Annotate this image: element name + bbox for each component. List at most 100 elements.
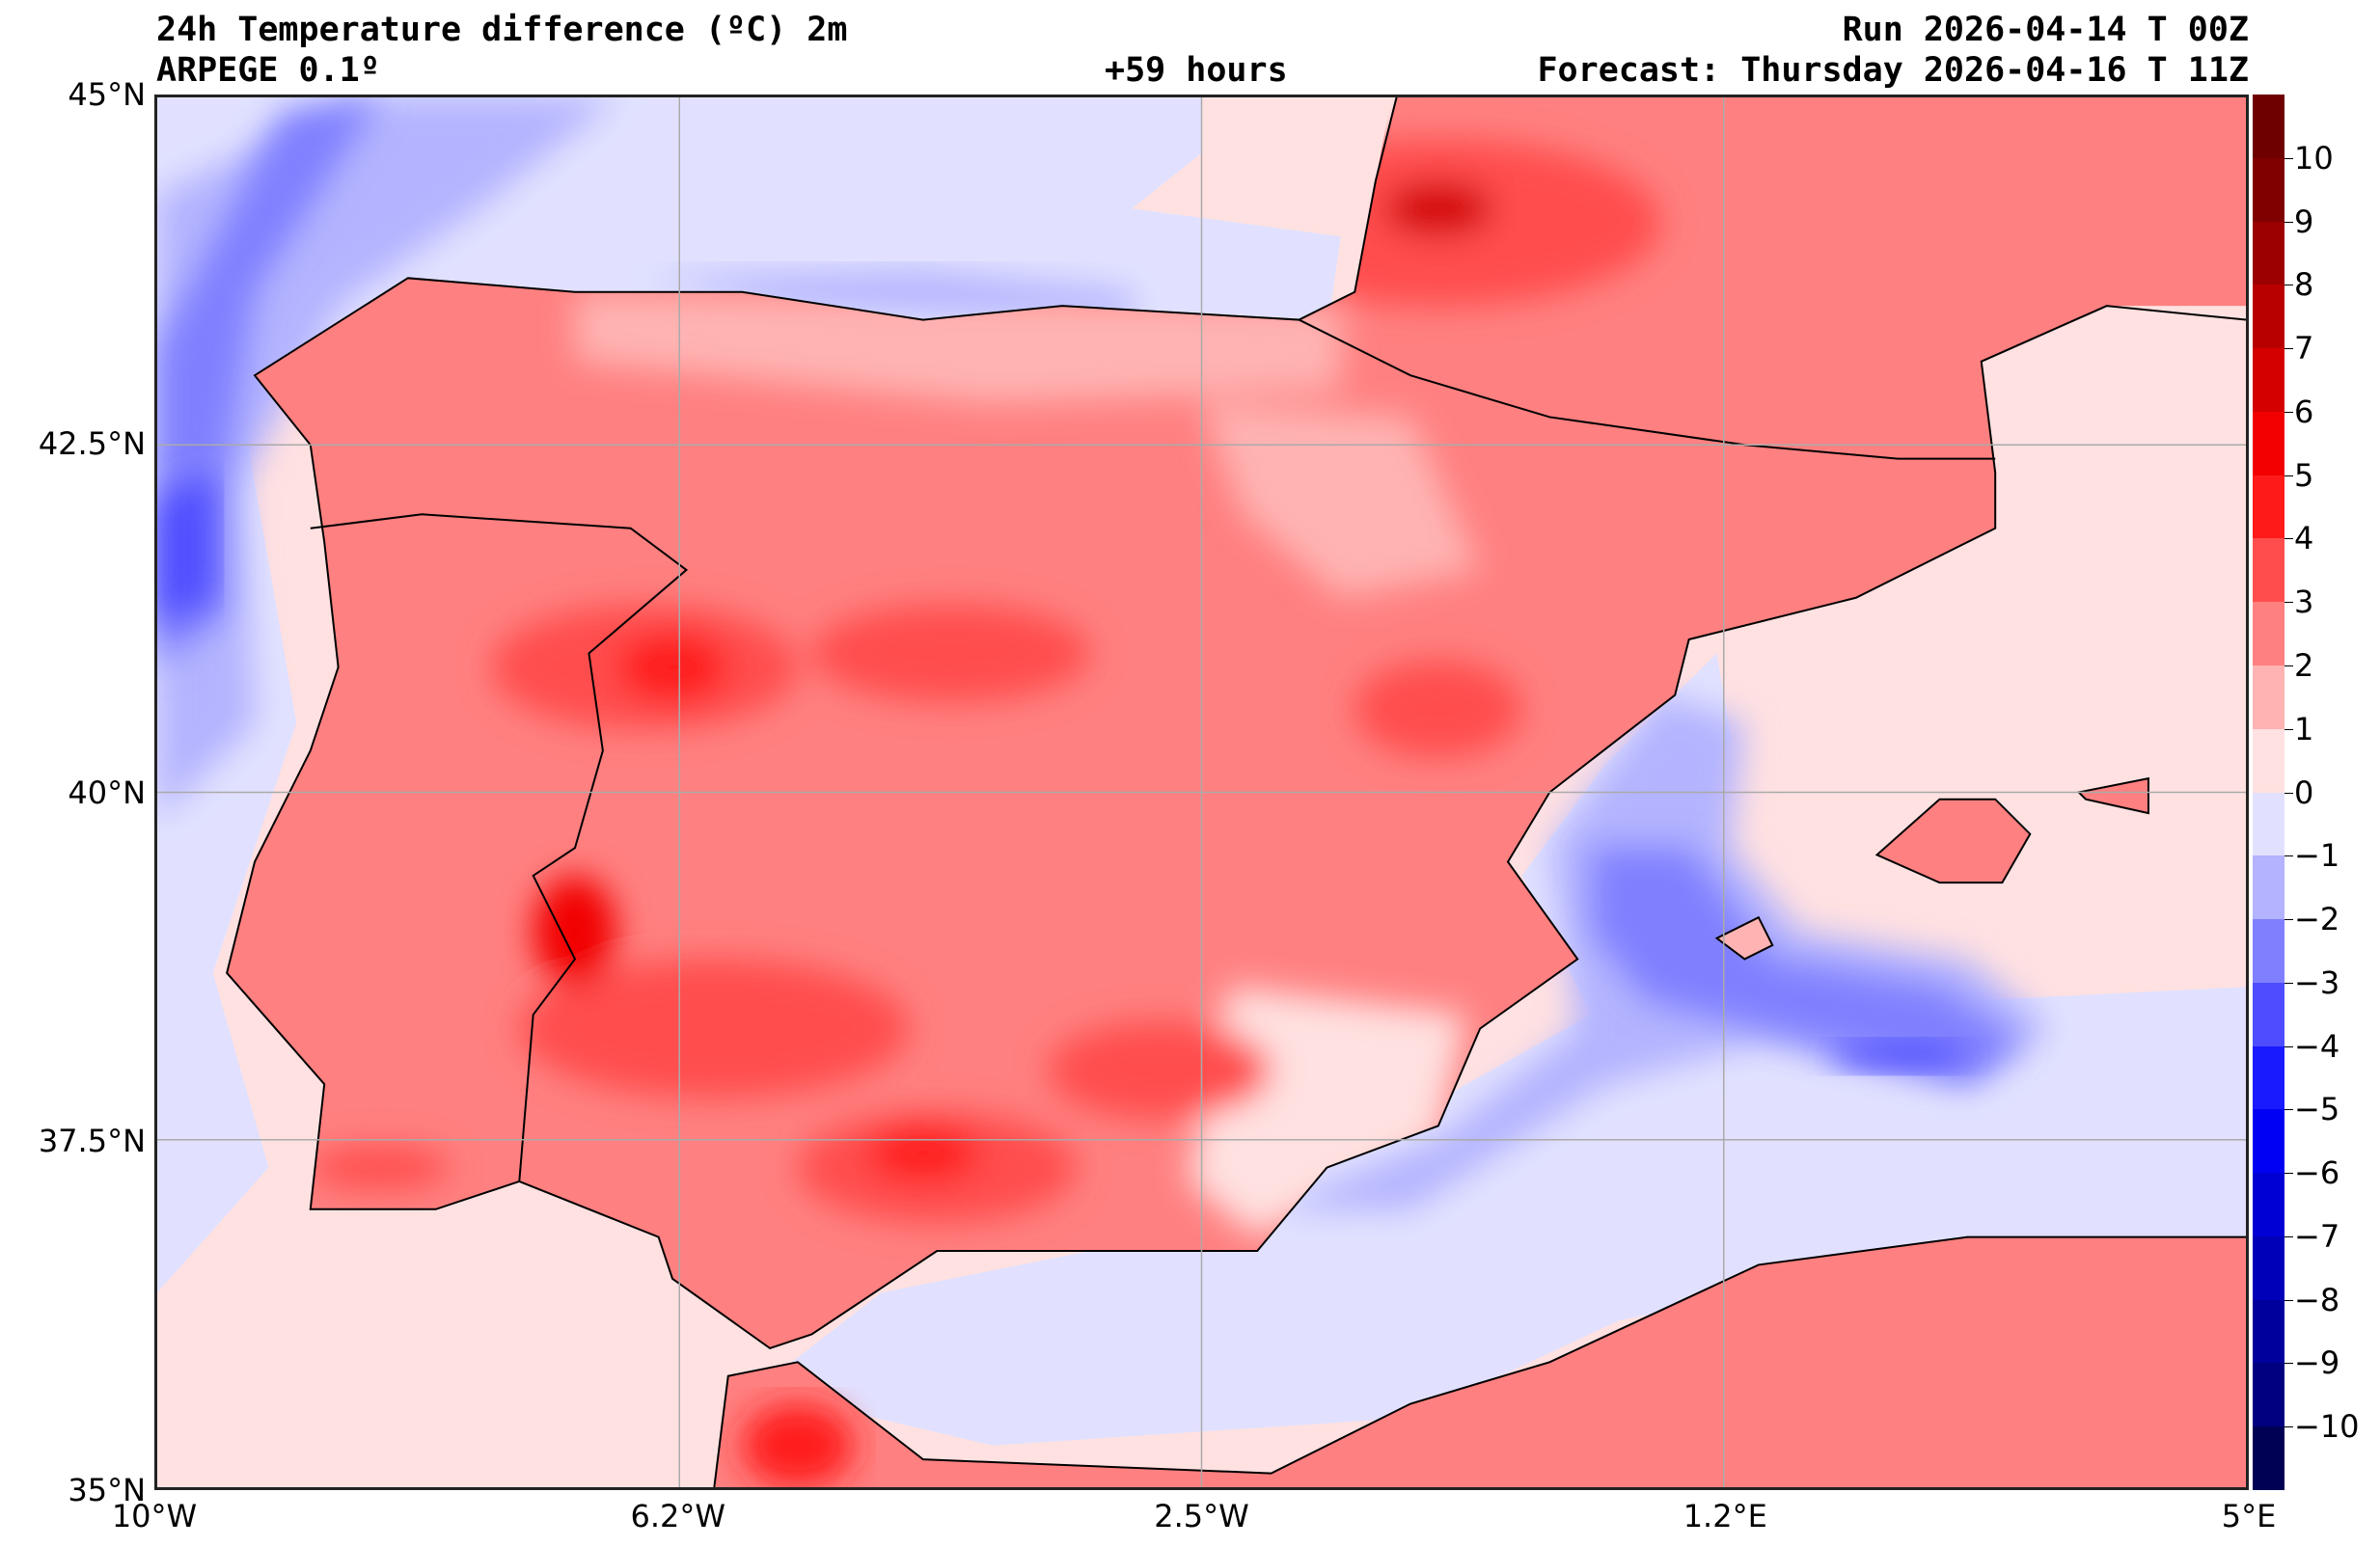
colorbar-segment [2253,855,2284,920]
colorbar-segment [2253,1235,2284,1301]
colorbar-tick [2284,475,2293,476]
colorbar-tick-label: −4 [2294,1027,2340,1065]
colorbar-segment [2253,792,2284,856]
east-mild-area [1201,403,1481,598]
north-coast-mild-area [575,291,1341,404]
colorbar-segment [2253,919,2284,984]
map-title: 24h Temperature difference (ºC) 2m [156,11,848,49]
colorbar-tick [2284,411,2293,413]
atlantic-cold-band [157,97,617,821]
colorbar-tick-label: 6 [2294,393,2314,430]
north-africa-hot-area [742,1403,854,1487]
colorbar-tick-label: −9 [2294,1344,2340,1382]
mallorca-coastline [1877,800,2031,882]
colorbar-segment [2253,1173,2284,1237]
colorbar-tick-label: −3 [2294,963,2340,1001]
colorbar-tick [2284,792,2293,794]
colorbar-tick [2284,1363,2293,1365]
colorbar-tick [2284,728,2293,730]
hot-area [616,632,728,702]
warm-area [1354,660,1522,758]
colorbar-tick-label: −2 [2294,901,2340,938]
colorbar-tick-label: 8 [2294,266,2314,304]
mediterranean-cold-core [1591,848,2024,1085]
colorbar-tick-label: −7 [2294,1217,2340,1255]
model-label: ARPEGE 0.1º [156,51,380,90]
colorbar-tick [2284,1426,2293,1428]
run-time: Run 2026-04-14 T 00Z [1842,11,2249,49]
colorbar-tick-label: −8 [2294,1281,2340,1318]
colorbar-tick [2284,919,2293,921]
colorbar-tick [2284,538,2293,540]
colorbar-segment [2253,982,2284,1047]
colorbar-tick [2284,157,2293,159]
colorbar-segment [2253,1426,2284,1491]
lon-tick-label: 5°E [2221,1498,2277,1534]
temperature-difference-map [154,95,2249,1490]
north-africa-land-field [714,1236,2246,1487]
colorbar-tick-label: 3 [2294,584,2314,621]
colorbar-segment [2253,411,2284,476]
colorbar-tick-label: −1 [2294,837,2340,875]
hot-area [533,875,617,988]
colorbar-segment [2253,348,2284,413]
forecast-time: Forecast: Thursday 2026-04-16 T 11Z [1537,51,2249,90]
colorbar-tick [2284,665,2293,666]
colorbar-tick [2284,855,2293,857]
colorbar-tick-label: −6 [2294,1154,2340,1192]
menorca [2078,778,2148,814]
warm-area [310,1146,451,1189]
colorbar-tick [2284,1045,2293,1047]
colorbar-segment [2253,1363,2284,1427]
warm-area [519,959,910,1099]
colorbar-tick [2284,1299,2293,1301]
atlantic-cold-core [157,97,380,667]
warm-area [1048,1021,1272,1120]
colorbar-tick-label: 4 [2294,520,2314,557]
lat-tick-label: 35°N [68,1472,146,1508]
mallorca [1876,799,2031,883]
colorbar-tick [2284,221,2293,223]
colorbar-segment [2253,602,2284,666]
lat-tick-label: 42.5°N [38,424,146,462]
lat-tick-label: 45°N [68,76,146,113]
colorbar-tick [2284,982,2293,984]
lat-tick-label: 37.5°N [38,1123,146,1160]
colorbar-segment [2253,1045,2284,1110]
border-spain-france [1299,320,1996,459]
colorbar-tick-label: 1 [2294,710,2314,747]
hot-area [867,1126,979,1181]
colorbar-tick-label: 5 [2294,456,2314,494]
ibiza-coastline [1717,917,1773,959]
colorbar-tick-label: −10 [2294,1408,2360,1446]
colorbar-tick [2284,1173,2293,1175]
colorbar-segment [2253,538,2284,603]
lead-time: +59 hours [1105,51,1288,90]
colorbar-segment [2253,728,2284,793]
colorbar-tick [2284,1109,2293,1111]
colorbar-segment [2253,665,2284,730]
colorbar-tick-label: 2 [2294,646,2314,684]
iberia-coastline [227,97,2246,1348]
lat-tick-label: 40°N [68,774,146,811]
colorbar [2253,95,2293,1491]
colorbar-tick-label: 7 [2294,330,2314,367]
lon-tick-label: 6.2°W [630,1498,726,1534]
colorbar-segment [2253,221,2284,285]
lon-tick-label: 10°W [111,1498,198,1534]
colorbar-tick-label: −5 [2294,1091,2340,1128]
colorbar-segment [2253,475,2284,539]
lon-tick-label: 1.2°E [1682,1498,1767,1534]
colorbar-tick [2284,602,2293,604]
colorbar-segment [2253,1109,2284,1174]
colorbar-tick [2284,1235,2293,1237]
border-spain-portugal [311,514,687,1181]
biscay-cold-band [644,271,1133,320]
north-africa-coastline [714,1237,2246,1487]
gridlines [157,97,2246,1487]
colorbar-tick-label: 0 [2294,774,2314,811]
atlantic-coldest [157,473,213,626]
hot-area [1382,180,1494,237]
colorbar-segment [2253,285,2284,349]
menorca-coastline [2079,778,2148,813]
